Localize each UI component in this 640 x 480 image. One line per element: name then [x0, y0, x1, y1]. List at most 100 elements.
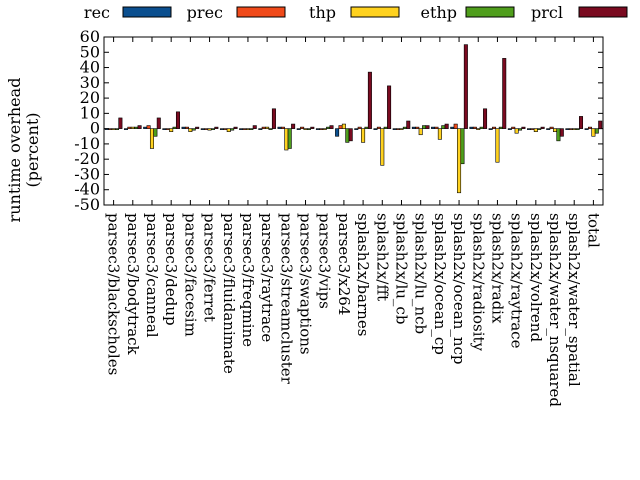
x-tick-label: parsec3/fluidanimate: [220, 213, 238, 374]
y-tick-label: -10: [74, 134, 100, 153]
x-tick-label: parsec3/blackscholes: [105, 213, 123, 375]
bar-prcl: [329, 125, 334, 129]
bar-prcl: [387, 85, 392, 129]
y-tick-label: 30: [80, 73, 100, 92]
legend-label-prec: prec: [187, 3, 223, 22]
y-tick-label: -20: [74, 149, 100, 168]
bar-prcl: [425, 125, 430, 129]
bar-rec: [507, 128, 512, 130]
bar-prec: [396, 128, 401, 130]
bar-rec: [373, 128, 378, 130]
bar-prec: [472, 126, 477, 129]
bar-thp: [226, 128, 231, 132]
x-tick-label: parsec3/bodytrack: [124, 213, 142, 356]
bar-thp: [495, 128, 500, 163]
bar-prcl: [271, 108, 276, 129]
bar-thp: [380, 128, 385, 166]
bar-rec: [104, 128, 109, 130]
bar-thp: [553, 128, 558, 132]
bar-thp: [399, 128, 404, 130]
x-tick-label: parsec3/ferret: [201, 213, 219, 322]
bar-prcl: [195, 126, 200, 129]
bar-prcl: [348, 128, 353, 142]
bar-ethp: [114, 128, 119, 130]
x-tick-label: splash2x/fft: [373, 213, 391, 301]
bar-prec: [242, 128, 247, 130]
bar-thp: [169, 128, 174, 132]
x-tick-label: parsec3/x264: [335, 213, 353, 315]
legend-label-rec: rec: [84, 3, 110, 22]
bar-ethp: [402, 126, 407, 129]
bar-prcl: [291, 123, 296, 129]
bar-prcl: [406, 120, 411, 129]
bar-rec: [527, 128, 532, 130]
legend-swatch-prec: [236, 6, 286, 18]
bar-prec: [184, 126, 189, 129]
bar-prcl: [502, 58, 507, 129]
bar-prcl: [598, 120, 603, 129]
bar-ethp: [210, 128, 215, 130]
bars-group: [104, 44, 603, 194]
bar-prec: [319, 128, 324, 130]
bar-prec: [146, 125, 151, 129]
bar-rec: [239, 128, 244, 130]
plot-frame: [103, 36, 604, 206]
bar-ethp: [518, 128, 523, 131]
bar-prec: [530, 128, 535, 130]
y-axis-label-line-2: (percent): [23, 112, 42, 187]
bar-prcl: [559, 128, 564, 137]
bar-thp: [207, 128, 212, 131]
y-tick-label: 40: [80, 58, 100, 77]
bar-rec: [181, 126, 186, 129]
bar-rec: [200, 128, 205, 130]
bar-rec: [296, 128, 301, 130]
bar-ethp: [537, 128, 542, 130]
bar-rec: [315, 128, 320, 130]
bar-thp: [476, 128, 481, 130]
x-tick-label: splash2x/water_spatial: [565, 213, 583, 387]
x-tick-label: total: [584, 213, 602, 248]
bar-prcl: [175, 111, 180, 129]
bar-prcl: [367, 71, 372, 129]
legend-label-ethp: ethp: [421, 3, 457, 22]
bar-ethp: [268, 128, 273, 130]
bar-prcl: [444, 123, 449, 129]
bar-rec: [411, 126, 416, 129]
bar-prec: [415, 126, 420, 129]
bar-thp: [437, 128, 442, 140]
bar-thp: [533, 128, 538, 132]
bar-ethp: [383, 126, 388, 129]
x-tick-label: parsec3/swaptions: [297, 213, 315, 355]
bar-ethp: [460, 128, 465, 165]
bar-prec: [588, 126, 593, 129]
x-tick-label: splash2x/radix: [488, 213, 506, 324]
bar-prec: [223, 128, 228, 130]
bar-rec: [546, 128, 551, 130]
bar-prcl: [579, 116, 584, 129]
bar-ethp: [287, 128, 292, 149]
legend-swatch-prcl: [578, 6, 628, 18]
bar-prec: [568, 128, 573, 130]
legend-swatch-thp: [350, 6, 400, 18]
bar-thp: [322, 128, 327, 130]
y-tick-label: -40: [74, 180, 100, 199]
x-tick-label: splash2x/ocean_ncp: [450, 213, 468, 365]
bar-ethp: [441, 125, 446, 129]
y-tick-label: 20: [80, 88, 100, 107]
x-tick-label: parsec3/vips: [316, 213, 334, 309]
y-tick-label: 50: [80, 42, 100, 61]
bar-prcl: [521, 126, 526, 129]
bar-prcl: [214, 126, 219, 129]
bar-prcl: [310, 126, 315, 129]
bar-rec: [469, 126, 474, 129]
legend-swatch-rec: [122, 6, 172, 18]
bar-prec: [127, 126, 132, 129]
legend-swatch-ethp: [465, 6, 515, 18]
legend: rec prec thp ethp prcl: [84, 3, 628, 22]
bar-prec: [434, 126, 439, 129]
legend-label-prcl: prcl: [531, 3, 563, 22]
bar-thp: [341, 123, 346, 129]
bar-prec: [492, 126, 497, 129]
bar-thp: [457, 128, 462, 194]
